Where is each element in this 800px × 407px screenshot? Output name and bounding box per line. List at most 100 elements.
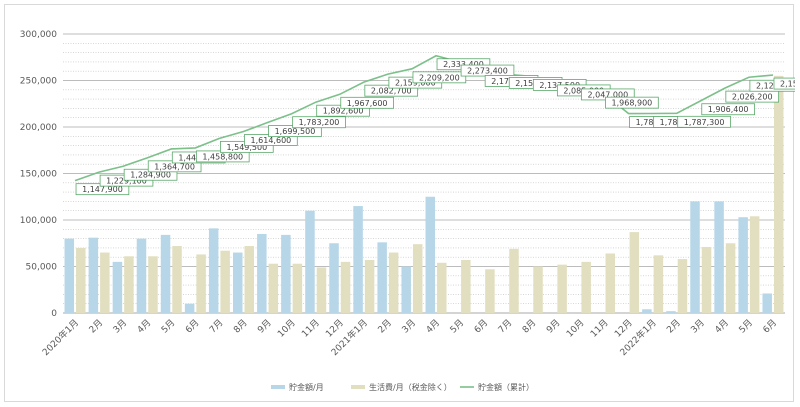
data-label: 1,364,700 <box>154 162 195 171</box>
x-tick-label: 2月 <box>87 317 105 335</box>
x-tick-label: 5月 <box>737 317 755 335</box>
bar <box>76 247 86 313</box>
y-tick-label: 0 <box>51 309 57 319</box>
x-tick-label: 2月 <box>665 317 683 335</box>
bar <box>388 252 399 313</box>
bar <box>148 256 158 313</box>
x-tick-label: 4月 <box>135 317 153 335</box>
data-label-box <box>292 116 346 129</box>
y-tick-label: 50,000 <box>26 263 58 273</box>
bar <box>738 217 748 313</box>
bar <box>184 303 195 313</box>
bar <box>281 234 291 313</box>
bar <box>292 263 303 313</box>
bar <box>136 238 147 313</box>
x-tick-label: 4月 <box>713 317 731 335</box>
x-tick-label: 9月 <box>544 317 562 335</box>
data-label-box <box>340 96 394 109</box>
legend-swatch <box>271 385 285 389</box>
bar <box>605 253 615 313</box>
bar <box>666 311 676 313</box>
x-tick-label: 2020年1月 <box>40 317 81 358</box>
bar <box>340 261 351 313</box>
y-tick-label: 200,000 <box>20 123 57 133</box>
data-label: 1,458,800 <box>202 152 243 161</box>
data-label: 1,614,600 <box>251 136 292 145</box>
x-tick-label: 6月 <box>472 317 490 335</box>
data-label-box <box>773 77 800 90</box>
y-tick-label: 300,000 <box>20 30 57 40</box>
legend-label: 生活費/月（税金除く） <box>369 382 452 392</box>
bar <box>701 246 712 313</box>
bar <box>208 228 219 313</box>
x-tick-label: 3月 <box>689 317 707 335</box>
y-tick-label: 250,000 <box>20 77 57 87</box>
bar <box>88 237 99 313</box>
x-tick-label: 5月 <box>159 317 177 335</box>
data-label: 2,209,200 <box>419 73 460 82</box>
data-label: 1,783,200 <box>299 118 340 127</box>
bar <box>196 254 206 313</box>
bar <box>160 234 171 313</box>
data-label: 1,699,500 <box>275 127 316 136</box>
data-label-box <box>605 96 659 109</box>
x-tick-label: 3月 <box>111 317 129 335</box>
data-label: 2,047,000 <box>587 90 628 99</box>
x-tick-label: 10月 <box>564 317 586 339</box>
bar <box>112 261 123 313</box>
data-label: 2,273,400 <box>467 67 508 76</box>
bar <box>401 266 411 313</box>
bar <box>100 252 110 313</box>
bar <box>557 264 567 313</box>
x-tick-label: 8月 <box>520 317 538 335</box>
x-tick-label: 5月 <box>448 317 466 335</box>
x-tick-label: 11月 <box>300 317 322 339</box>
bar <box>437 262 447 313</box>
cumulative-line <box>74 54 774 182</box>
bar <box>377 242 387 313</box>
bar <box>749 216 760 313</box>
bar <box>629 232 640 313</box>
bar <box>124 256 134 313</box>
x-tick-label: 7月 <box>496 317 514 335</box>
bar <box>64 238 75 313</box>
data-label: 1,967,600 <box>347 99 388 108</box>
data-label: 2,026,200 <box>732 93 773 102</box>
x-tick-label: 11月 <box>588 317 610 339</box>
bar <box>725 243 736 313</box>
bar <box>244 246 254 313</box>
bar <box>316 267 327 313</box>
bar <box>509 248 519 313</box>
bar <box>329 243 339 313</box>
bar <box>677 259 688 313</box>
x-tick-label: 7月 <box>207 317 225 335</box>
data-label: 2,082,700 <box>371 87 412 96</box>
data-label: 1,229,100 <box>106 177 147 186</box>
bar <box>220 250 230 313</box>
bar <box>773 75 784 313</box>
data-label: 1,549,500 <box>226 143 267 152</box>
data-label: 1,906,400 <box>708 105 749 114</box>
x-tick-label: 4月 <box>424 317 442 335</box>
bar <box>412 244 423 313</box>
x-tick-label: 3月 <box>400 317 418 335</box>
legend-label: 貯金額/月 <box>289 382 324 392</box>
bar <box>305 210 315 313</box>
bar <box>233 252 243 313</box>
x-tick-label: 9月 <box>255 317 273 335</box>
chart-frame: 0 50,000 100,000 150,000 200,000 250,000 300,0… <box>4 4 800 402</box>
bar <box>425 196 436 313</box>
bar <box>690 201 700 313</box>
bar <box>581 261 591 313</box>
bar <box>364 259 375 313</box>
bar <box>533 266 543 313</box>
x-tick-label: 2月 <box>376 317 394 335</box>
bar <box>172 246 182 313</box>
data-label-box <box>701 103 755 116</box>
y-tick-label: 150,000 <box>20 170 57 180</box>
data-label: 1,284,900 <box>130 171 171 180</box>
x-tick-label: 12月 <box>324 317 346 339</box>
data-label-box <box>412 71 467 84</box>
bar <box>461 259 471 313</box>
bar <box>485 269 495 313</box>
